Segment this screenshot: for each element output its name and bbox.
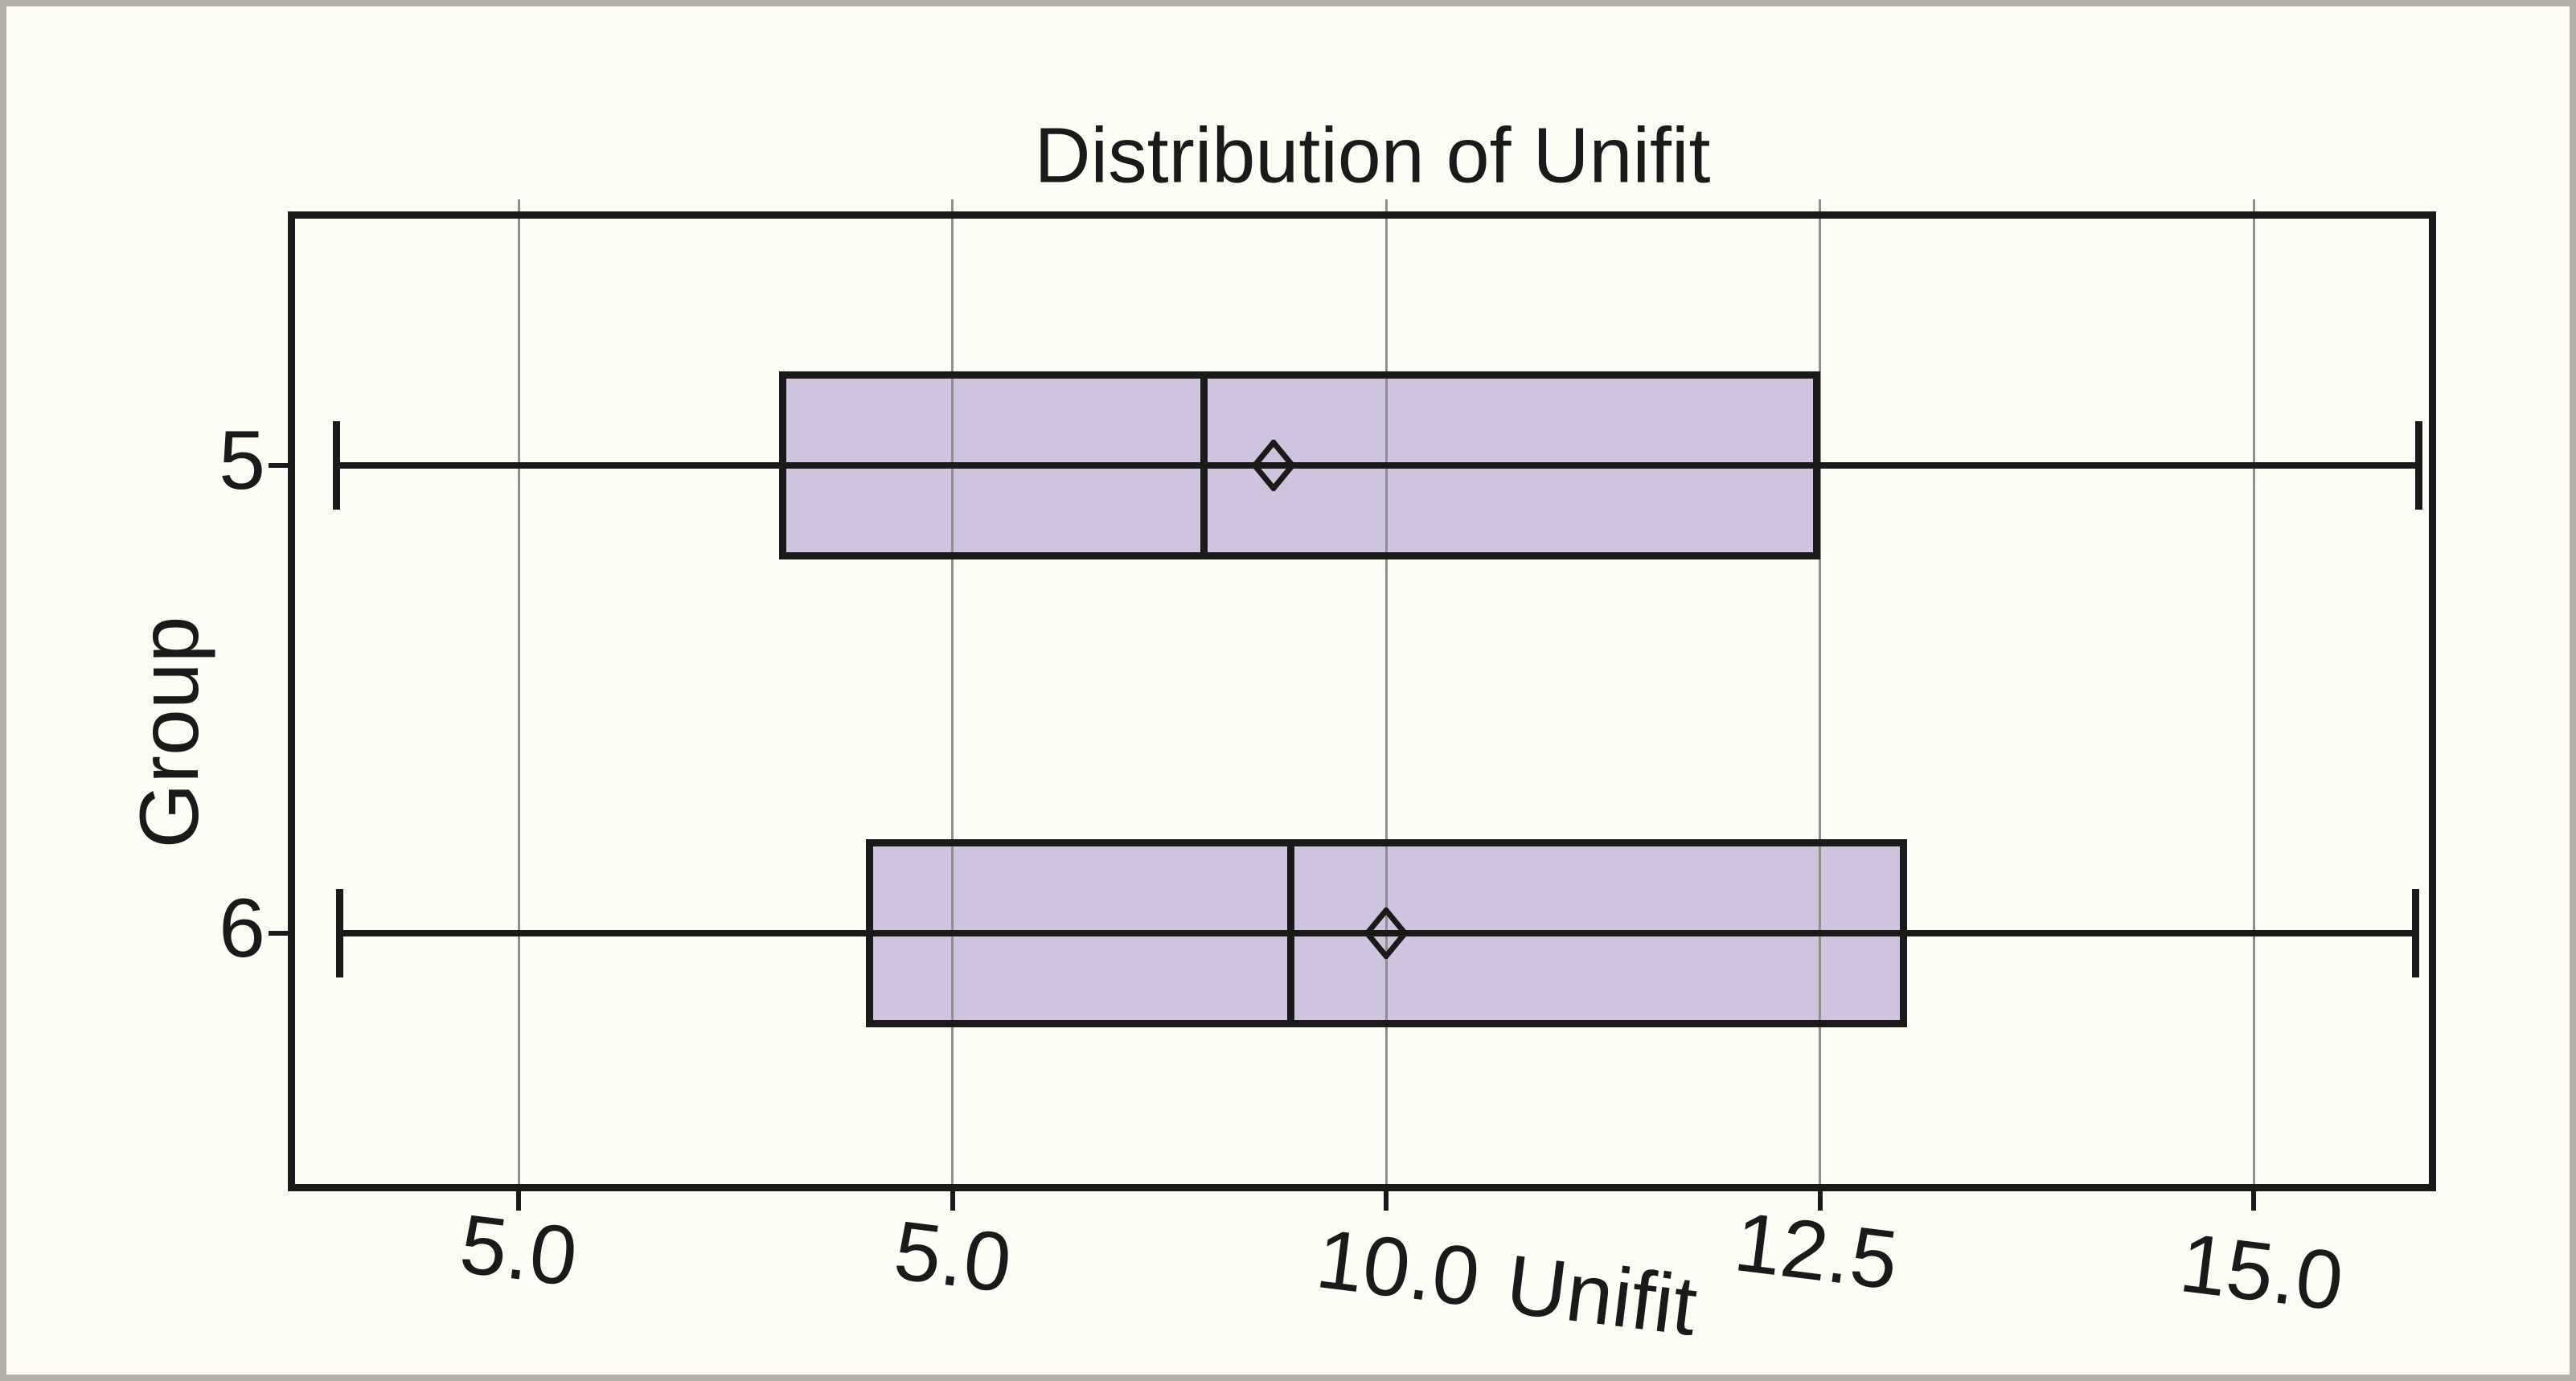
median-line-group-6 bbox=[1287, 839, 1294, 1027]
y-tick-label-1: 6 bbox=[219, 882, 265, 975]
x-gridline-2 bbox=[1384, 199, 1388, 1191]
x-tick-label-1: 5.0 bbox=[888, 1203, 1016, 1311]
median-line-group-5 bbox=[1200, 371, 1208, 559]
x-tick-label-0: 5.0 bbox=[455, 1197, 582, 1305]
x-tick-label-3: 12.5 bbox=[1729, 1195, 1903, 1308]
x-tick-1 bbox=[950, 1191, 955, 1211]
x-tick-label-2: 10.0 bbox=[1311, 1212, 1485, 1325]
whisker-line-group-6 bbox=[339, 930, 2416, 936]
mean-diamond-group-6 bbox=[1364, 908, 1409, 959]
y-tick-0 bbox=[269, 463, 288, 468]
box-border-group-6 bbox=[865, 839, 1907, 1027]
x-tick-4 bbox=[2251, 1191, 2257, 1211]
chart-title: Distribution of Unifit bbox=[1034, 111, 1711, 199]
y-axis-label: Group bbox=[123, 616, 216, 849]
whisker-cap-high-group-5 bbox=[2414, 421, 2422, 510]
plot-area bbox=[288, 211, 2436, 1191]
x-gridline-0 bbox=[517, 199, 520, 1191]
whisker-cap-high-group-6 bbox=[2411, 889, 2419, 977]
x-tick-label-4: 15.0 bbox=[2175, 1216, 2348, 1329]
x-tick-0 bbox=[516, 1191, 522, 1211]
mean-diamond-group-5 bbox=[1251, 440, 1295, 491]
box-border-group-5 bbox=[778, 371, 1820, 559]
whisker-cap-low-group-6 bbox=[336, 889, 344, 977]
x-tick-3 bbox=[1817, 1191, 1823, 1211]
whisker-cap-low-group-5 bbox=[332, 421, 340, 510]
x-gridline-4 bbox=[2252, 199, 2255, 1191]
y-tick-label-0: 5 bbox=[219, 414, 265, 507]
x-tick-2 bbox=[1384, 1191, 1389, 1211]
whisker-line-group-5 bbox=[336, 462, 2419, 469]
y-tick-1 bbox=[269, 931, 288, 936]
x-gridline-3 bbox=[1819, 199, 1822, 1191]
x-axis-label: Unifit bbox=[1501, 1237, 1702, 1354]
x-gridline-1 bbox=[951, 199, 954, 1191]
